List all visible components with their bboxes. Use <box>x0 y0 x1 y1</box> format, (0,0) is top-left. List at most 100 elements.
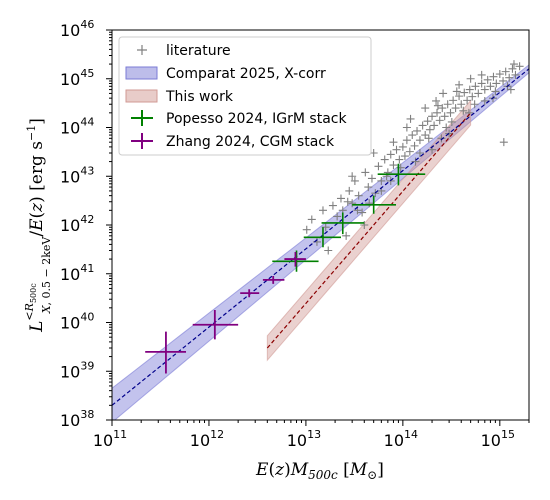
legend-entries-group: literature Comparat 2025, X-corr This work… <box>125 43 347 150</box>
literature-point <box>402 136 411 145</box>
literature-point <box>499 76 508 85</box>
literature-point <box>477 70 486 79</box>
y-axis-ticks-group: 1038 1039 1040 1041 1042 1043 1044 1045 1046 <box>60 18 112 430</box>
literature-point <box>439 89 448 98</box>
literature-point <box>470 100 479 109</box>
literature-point <box>511 70 520 79</box>
zhang-errorbar <box>240 289 260 298</box>
literature-point <box>443 100 452 109</box>
y-tick-label: 1039 <box>60 359 94 381</box>
x-tick-label: 1012 <box>190 428 224 450</box>
literature-point <box>430 121 439 130</box>
literature-point <box>324 246 333 255</box>
literature-point <box>459 106 468 115</box>
literature-point <box>451 104 460 113</box>
literature-point <box>437 134 446 143</box>
literature-point <box>408 131 417 140</box>
zhang-errorbar <box>145 331 187 374</box>
literature-point <box>336 194 345 203</box>
literature-point <box>424 134 433 143</box>
literature-point <box>505 73 514 82</box>
y-tick-label: 1040 <box>60 311 94 333</box>
literature-point <box>471 82 480 91</box>
plot-area <box>112 60 529 420</box>
literature-point <box>358 208 367 217</box>
literature-point <box>402 123 411 132</box>
literature-points-group <box>302 60 524 255</box>
legend: literature Comparat 2025, X-corr This work… <box>118 36 372 156</box>
popesso-errorbar <box>352 195 397 214</box>
literature-point <box>350 176 359 185</box>
literature-point <box>406 114 415 123</box>
legend-marker-zhang-2024-cgm-stack <box>131 133 153 149</box>
literature-point <box>477 79 486 88</box>
literature-point <box>423 117 432 126</box>
literature-point <box>447 117 456 126</box>
literature-point <box>428 112 437 121</box>
literature-point <box>415 136 424 145</box>
y-tick-label: 1045 <box>60 67 94 89</box>
literature-point <box>489 72 498 81</box>
literature-point <box>411 157 420 166</box>
literature-point <box>360 221 369 229</box>
literature-point <box>455 92 464 101</box>
literature-point <box>495 70 504 79</box>
this-work-band-group <box>266 99 472 362</box>
literature-point <box>361 168 370 177</box>
literature-point <box>474 89 483 98</box>
literature-point <box>480 85 489 94</box>
literature-point <box>506 85 515 94</box>
literature-point <box>460 88 469 97</box>
y-tick-label: 1043 <box>60 164 94 186</box>
literature-point <box>438 104 447 113</box>
literature-point <box>392 145 401 154</box>
popesso-errorbar <box>321 212 365 235</box>
y-tick-label: 1044 <box>60 116 94 138</box>
literature-point <box>508 64 517 73</box>
literature-point <box>318 206 327 215</box>
literature-point <box>421 104 430 113</box>
y-tick-label: 1038 <box>60 408 94 430</box>
literature-point <box>440 112 449 121</box>
literature-point <box>452 87 461 96</box>
literature-point <box>410 141 419 150</box>
literature-point <box>380 155 389 164</box>
literature-point <box>354 191 363 200</box>
popesso-errorbar <box>303 227 341 248</box>
literature-point <box>442 123 451 132</box>
literature-point <box>449 96 458 105</box>
literature-point <box>463 96 472 105</box>
literature-point <box>342 231 351 240</box>
literature-point <box>435 116 444 125</box>
legend-frame <box>118 36 372 156</box>
literature-point <box>421 131 430 140</box>
literature-point <box>345 186 354 195</box>
literature-point <box>509 60 518 69</box>
literature-point <box>348 172 357 181</box>
literature-point <box>348 199 357 208</box>
zhang-2024-errorbars-group <box>145 251 306 374</box>
y-tick-label: 1046 <box>60 18 94 40</box>
legend-label-this-work: This work <box>165 89 234 105</box>
literature-point <box>446 108 455 117</box>
legend-marker-comparat-2025-x-corr <box>125 66 158 80</box>
literature-point <box>398 142 407 151</box>
legend-label-literature: literature <box>166 43 231 59</box>
literature-point <box>491 87 500 96</box>
literature-point <box>307 215 316 224</box>
literature-point <box>501 67 510 76</box>
literature-point <box>400 152 409 161</box>
x-tick-label: 1013 <box>287 428 321 450</box>
x-axis-label: E(z)M500c [M⊙] <box>255 460 384 482</box>
literature-point <box>343 197 352 206</box>
literature-point <box>333 212 342 221</box>
legend-label-zhang-2024-cgm-stack: Zhang 2024, CGM stack <box>166 134 335 150</box>
zhang-errorbar <box>284 251 306 267</box>
literature-point <box>432 96 441 105</box>
literature-point <box>383 168 392 177</box>
literature-point <box>389 138 398 147</box>
literature-point <box>425 125 434 134</box>
y-tick-label: 1042 <box>60 213 94 235</box>
literature-point <box>364 183 373 192</box>
literature-point <box>377 176 386 185</box>
